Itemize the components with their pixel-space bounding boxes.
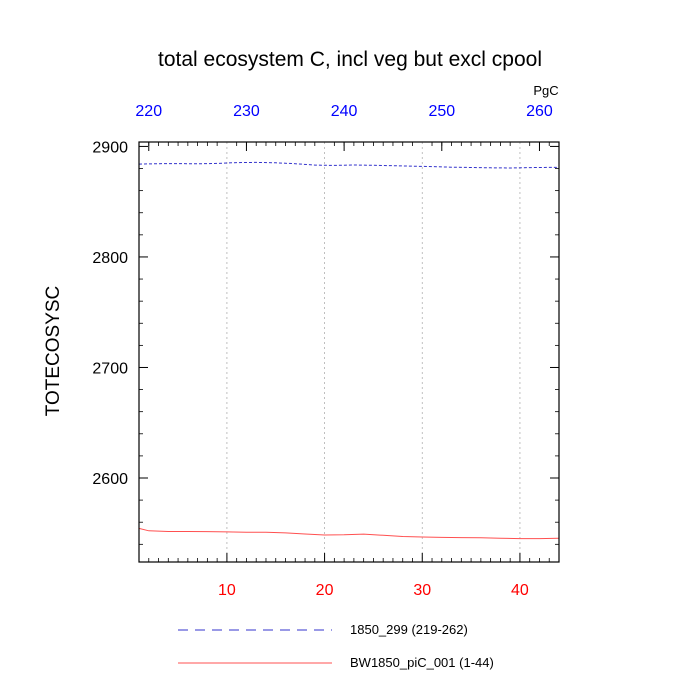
x-tick-label-30: 30: [413, 582, 431, 599]
y-tick-label-2600: 2600: [92, 471, 128, 488]
series-line-2: [138, 527, 560, 540]
plot-frame: [138, 141, 560, 563]
y-tick-label-2800: 2800: [92, 250, 128, 267]
legend: 1850_299 (219-262) BW1850_piC_001 (1-44): [178, 622, 494, 670]
x-tick-label-20: 20: [316, 582, 334, 599]
top-tick-label-250: 250: [428, 103, 455, 120]
x-tick-label-40: 40: [511, 582, 529, 599]
series-layer: [138, 161, 560, 540]
y-tick-label-2900: 2900: [92, 139, 128, 156]
legend-label-1: 1850_299 (219-262): [350, 622, 468, 637]
legend-label-2: BW1850_piC_001 (1-44): [350, 655, 494, 670]
top-tick-label-220: 220: [135, 103, 162, 120]
y-axis-label: TOTECOSYSC: [43, 286, 64, 417]
top-tick-label-240: 240: [331, 103, 358, 120]
x-tick-label-10: 10: [218, 582, 236, 599]
ticks: [138, 142, 560, 562]
tick-labels: 10 20 30 40 220 230 240 250 260 2600 2700 2800 2900: [92, 103, 553, 599]
top-tick-label-260: 260: [526, 103, 553, 120]
series-line-1: [138, 161, 560, 169]
units-label: PgC: [533, 83, 558, 98]
chart-title: total ecosystem C, incl veg but excl cpo…: [158, 48, 542, 71]
y-tick-label-2700: 2700: [92, 360, 128, 377]
gridlines: [226, 142, 521, 562]
top-tick-label-230: 230: [233, 103, 260, 120]
